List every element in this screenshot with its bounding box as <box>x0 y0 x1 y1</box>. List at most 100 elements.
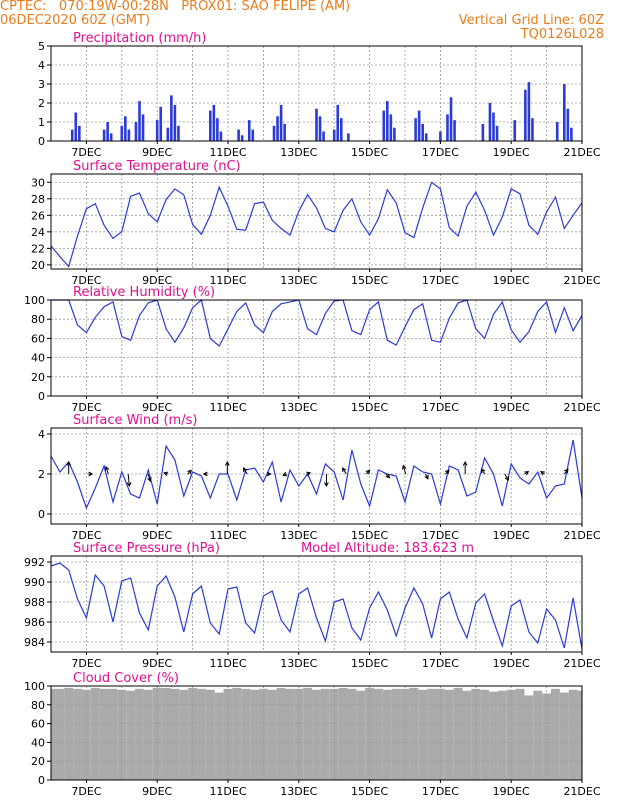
cloud-bar <box>374 688 383 780</box>
y-tick-label: 2 <box>38 468 45 481</box>
precip-bar <box>439 131 442 141</box>
wind-arrow-head <box>126 482 132 488</box>
precip-bar <box>240 135 244 141</box>
cloud-bar <box>515 688 525 780</box>
precip-bar <box>389 114 393 141</box>
cloud-bar <box>179 689 189 780</box>
precip-bar <box>570 127 573 141</box>
cloud-bar <box>462 690 472 780</box>
precip-bar <box>155 120 159 141</box>
y-tick-label: 0 <box>38 390 45 403</box>
plot-frame <box>50 173 583 270</box>
precip-bar <box>421 123 424 141</box>
y-tick-label: 40 <box>31 736 45 749</box>
wind-arrow <box>105 466 109 475</box>
cloud-bar <box>524 695 534 780</box>
plot-area <box>51 300 582 396</box>
y-tick-label: 28 <box>31 193 45 206</box>
wind-arrow-head <box>104 465 110 471</box>
x-tick-label: 19DEC <box>493 401 530 414</box>
x-tick-label: 11DEC <box>209 146 246 159</box>
x-tick-label: 17DEC <box>422 657 459 670</box>
precip-bar <box>251 129 255 141</box>
x-tick-label: 13DEC <box>280 785 317 798</box>
x-tick-label: 11DEC <box>209 785 246 798</box>
precip-bar <box>414 118 417 141</box>
precip-bar <box>272 125 276 141</box>
precip-bar <box>495 125 499 141</box>
wind-arrow <box>402 465 407 475</box>
cloud-bar <box>135 688 144 780</box>
cloud-bar <box>108 688 118 780</box>
x-tick-label: 9DEC <box>142 785 172 798</box>
x-tick-label: 21DEC <box>563 401 600 414</box>
panel-title: Relative Humidity (%) <box>73 285 215 300</box>
cloud-bar <box>55 688 65 780</box>
y-tick-label: 20 <box>31 371 45 384</box>
panel-1 <box>47 173 583 272</box>
header-code: TQ0126L028 <box>520 27 604 42</box>
x-tick-label: 19DEC <box>493 529 530 542</box>
x-tick-label: 9DEC <box>142 274 172 287</box>
precip-bar <box>120 125 124 141</box>
x-tick-label: 11DEC <box>209 529 246 542</box>
precip-bar <box>219 131 223 141</box>
wind-arrow-head <box>306 471 312 477</box>
wind-arrow <box>243 467 248 475</box>
cloud-bar <box>99 688 109 780</box>
y-tick-label: 4 <box>38 428 45 441</box>
wind-arrow-head <box>163 471 169 477</box>
wind-arrow-head <box>462 460 468 466</box>
plot-frame <box>50 555 583 653</box>
cloud-bar <box>356 690 366 780</box>
precip-bar <box>315 108 318 141</box>
y-tick-label: 2 <box>38 97 45 110</box>
cloud-bar <box>73 688 82 780</box>
cloud-bar <box>241 688 251 780</box>
y-tick-label: 100 <box>24 294 45 307</box>
precip-bar <box>78 125 81 141</box>
model-altitude: Model Altitude: 183.623 m <box>301 541 474 556</box>
x-tick-label: 11DEC <box>209 401 246 414</box>
panel-title: Cloud Cover (%) <box>73 671 179 686</box>
wind-arrow-head <box>66 460 72 466</box>
cloud-bar <box>480 689 490 780</box>
plot-frame <box>50 427 583 525</box>
y-tick-label: 0 <box>38 135 45 148</box>
wind-arrow-head <box>147 477 152 483</box>
x-tick-label: 7DEC <box>71 401 101 414</box>
y-tick-label: 984 <box>24 636 45 649</box>
cloud-bar <box>250 689 259 780</box>
wind-arrow-head <box>342 467 347 473</box>
x-tick-label: 7DEC <box>71 529 101 542</box>
precip-bar <box>488 103 492 141</box>
cloud-bar <box>188 687 198 780</box>
precip-bar <box>417 110 421 141</box>
y-tick-label: 4 <box>38 59 45 72</box>
wind-arrow <box>147 473 151 482</box>
x-tick-label: 9DEC <box>142 657 172 670</box>
plot-frame <box>50 299 583 397</box>
x-tick-label: 13DEC <box>280 529 317 542</box>
cloud-bar <box>51 688 56 780</box>
wind-arrow-head <box>480 468 486 474</box>
precip-bar <box>141 114 145 141</box>
precip-bar <box>173 104 177 141</box>
cloud-bar <box>197 688 206 780</box>
precip-bar <box>524 89 527 141</box>
wind-arrow-head <box>540 471 545 476</box>
y-tick-label: 30 <box>31 176 45 189</box>
precip-bar <box>109 133 113 141</box>
cloud-bar <box>64 687 74 780</box>
x-tick-label: 9DEC <box>142 146 172 159</box>
y-tick-label: 0 <box>38 774 45 787</box>
wind-arrow-head <box>324 482 329 488</box>
wind-arrow-head <box>524 471 530 476</box>
x-tick-label: 21DEC <box>563 657 600 670</box>
precip-bar <box>336 104 340 141</box>
x-tick-label: 11DEC <box>209 657 246 670</box>
x-tick-label: 17DEC <box>422 401 459 414</box>
cloud-bar <box>285 688 295 780</box>
panel-title: Surface Wind (m/s) <box>73 413 197 428</box>
header-date: 06DEC2020 60Z (GMT) <box>0 13 151 28</box>
